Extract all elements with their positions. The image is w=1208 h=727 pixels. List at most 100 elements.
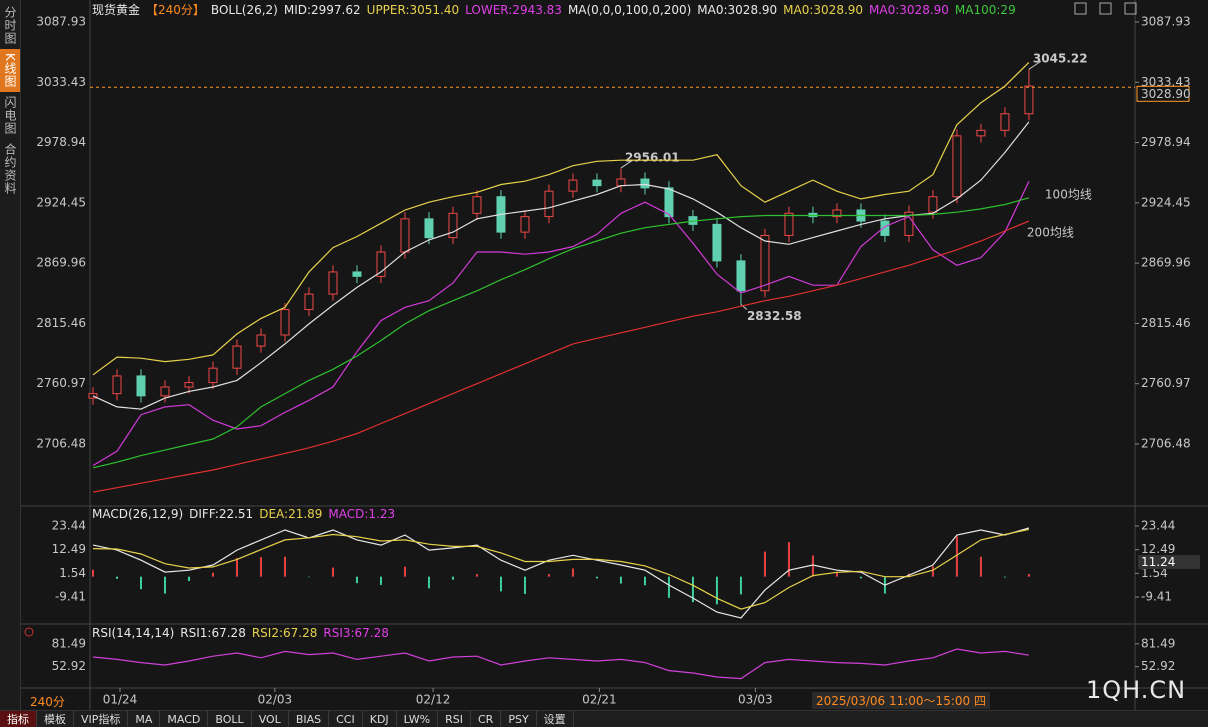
macd-bar [859,576,862,579]
toolbar-button[interactable]: MACD [160,711,209,727]
y-tick-label: -9.41 [55,590,86,604]
candle-body [184,382,194,388]
y-tick-label: 12.49 [1141,542,1175,556]
candle-body [400,218,410,253]
toolbar-button[interactable]: CCI [329,711,363,727]
legend-item: BOLL(26,2) [211,3,278,17]
y-tick-label: 1.54 [1141,566,1168,580]
series-line [92,197,1030,469]
toolbar-button[interactable]: KDJ [363,711,397,727]
candle-body [928,196,938,213]
y-tick-label: 2924.45 [36,195,86,209]
legend-item: LOWER:2943.83 [465,3,562,17]
line-label: 100均线 [1045,187,1092,201]
legend-item: UPPER:3051.40 [367,3,459,17]
y-tick-label: 2706.48 [36,436,86,450]
toolbar-button[interactable]: 模板 [37,711,74,727]
x-tick-label: 03/03 [738,693,773,707]
y-tick-label: 12.49 [52,542,86,556]
x-tick-label: 02/21 [582,693,617,707]
toolbar-button[interactable]: MA [128,711,161,727]
annotation-leader [620,159,634,169]
side-tab[interactable]: 闪电图 [3,95,17,135]
toolbar-button[interactable]: 指标 [0,711,37,727]
x-tick-label: 02/03 [258,693,293,707]
macd-bar [595,576,598,579]
macd-bar [571,568,574,577]
side-tab[interactable]: K线图 [0,49,20,92]
y-tick-label: 81.49 [1141,636,1175,650]
candle-body [304,293,314,311]
macd-bar [259,557,262,577]
macd-bar [715,576,718,605]
panel-legend: MACD(26,12,9) DIFF:22.51 DEA:21.89 MACD:1.2… [92,507,395,521]
y-tick-label: 2760.97 [36,376,86,390]
macd-bar [523,576,526,594]
candle-body [352,271,362,277]
side-tab[interactable]: 分时图 [3,6,17,45]
y-tick-label: 1.54 [59,566,86,580]
legend-item: RSI1:67.28 [180,626,246,640]
series-line [92,220,1030,493]
side-tab[interactable]: 合约资料 [3,142,17,195]
candle-body [232,345,242,369]
macd-bar [115,576,118,579]
y-tick-label: 2760.97 [1141,376,1191,390]
legend-item: MA100:29 [955,3,1016,17]
watermark: 1QH.CN [1086,676,1187,704]
series-line [92,528,1030,610]
panel-icon[interactable] [24,627,34,637]
toolbar-button[interactable]: RSI [438,711,471,727]
candle-body [904,211,914,236]
toolbar-button[interactable]: 设置 [537,711,574,727]
y-tick-label: 2869.96 [36,256,86,270]
toolbar-button[interactable]: CR [471,711,502,727]
legend-item: MA0:3028.90 [783,3,863,17]
macd-bar [355,576,358,584]
macd-bar [499,576,502,592]
toolbar-button[interactable]: VOL [252,711,289,727]
candle-body [256,334,266,347]
toolbar-button[interactable]: BIAS [289,711,330,727]
cursor-time: 2025/03/06 11:00～15:00 四 [812,692,990,709]
toolbar-button[interactable]: VIP指标 [74,711,129,727]
legend-item: 现货黄金 [92,2,140,17]
candle-body [616,178,626,187]
macd-bar [379,576,382,585]
macd-bar [163,576,166,594]
macd-bar [451,576,454,580]
macd-bar [955,536,958,577]
toolbar-button[interactable]: PSY [501,711,537,727]
macd-bar [91,569,94,577]
window-button[interactable] [1124,2,1137,15]
candle-body [664,187,674,218]
window-button[interactable] [1074,2,1087,15]
macd-bar [139,576,142,590]
candle-body [1000,113,1010,131]
candle-body [544,190,554,218]
toolbar-button[interactable]: LW% [397,711,439,727]
toolbar-button[interactable]: BOLL [208,711,252,727]
legend-item: RSI3:67.28 [323,626,389,640]
macd-bar [931,566,934,577]
macd-bar [307,576,310,578]
window-button[interactable] [1099,2,1112,15]
y-tick-label: -9.41 [1141,590,1172,604]
y-tick-label: 2978.94 [36,135,86,149]
x-tick-label: 02/12 [416,693,451,707]
macd-bar [547,574,550,577]
candle-body [736,260,746,292]
macd-bar [691,576,694,603]
macd-bar [643,576,646,586]
period-label[interactable]: 240分 [30,695,65,709]
macd-bar [235,558,238,577]
candle-body [568,179,578,192]
high-label: 2956.01 [625,150,680,164]
macd-bar [1027,574,1030,577]
candle-body [472,196,482,214]
candle-body [376,251,386,277]
high-label: 3045.22 [1033,52,1088,66]
last-price-box [1136,85,1190,102]
macd-bar [403,566,406,577]
